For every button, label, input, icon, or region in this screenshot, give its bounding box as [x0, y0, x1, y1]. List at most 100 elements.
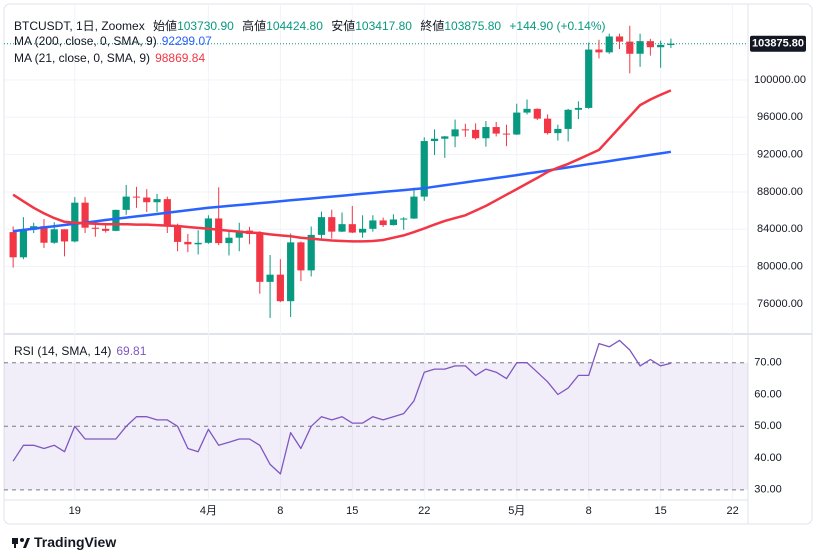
- candle-body: [389, 219, 398, 226]
- candle-body: [276, 274, 284, 302]
- candle-body: [492, 127, 500, 134]
- candle-body: [502, 133, 511, 135]
- candle-body: [574, 107, 583, 110]
- y-tick-label: 80000.00: [757, 261, 803, 273]
- header-row: BTCUSDT, 1日, Zoomex 始値103730.90 高値104424…: [14, 17, 611, 34]
- y-tick-label: 88000.00: [757, 186, 803, 198]
- candle-body: [225, 237, 233, 244]
- series-line: [12, 89, 672, 243]
- x-tick-label: 22: [726, 505, 738, 517]
- candle-body: [451, 129, 459, 137]
- candle-body: [184, 241, 192, 245]
- y-tick-label: 30.00: [754, 484, 782, 496]
- y-tick-label: 70.00: [754, 357, 782, 369]
- candle-body: [19, 229, 28, 258]
- legend-value: 69.81: [116, 344, 147, 358]
- x-tick-label: 15: [655, 505, 667, 517]
- x-tick-label: 19: [69, 505, 81, 517]
- candle-body: [307, 234, 315, 271]
- tv-logo: [12, 538, 30, 548]
- series-line: [12, 150, 672, 233]
- legend-name: RSI (14, SMA, 14): [14, 344, 112, 358]
- candle-body: [348, 224, 356, 233]
- x-tick-label: 22: [418, 505, 430, 517]
- candle-body: [400, 218, 408, 220]
- candle-body: [605, 36, 613, 53]
- candle-body: [595, 49, 603, 53]
- last-price-label: 103875.80: [752, 38, 804, 50]
- candle-body: [194, 242, 202, 245]
- x-tick-label: 5月: [508, 505, 525, 517]
- close-value: 103875.80: [444, 19, 502, 33]
- candle-body: [338, 224, 346, 232]
- candle-body: [615, 36, 624, 42]
- candle-body: [646, 41, 654, 48]
- y-tick-label: 60.00: [754, 388, 782, 400]
- low-label: 安値: [331, 19, 356, 33]
- candle-body: [523, 108, 531, 113]
- legend-row: MA (21, close, 0, SMA, 9) 98869.84: [14, 51, 210, 65]
- candle-body: [657, 44, 665, 48]
- candle-body: [40, 226, 48, 243]
- legend-name: MA (21, close, 0, SMA, 9): [14, 51, 151, 65]
- candle-body: [533, 108, 541, 119]
- x-tick-label: 15: [346, 505, 358, 517]
- legend-name: MA (200, close, 0, SMA, 9): [14, 34, 157, 48]
- high-value: 104424.80: [266, 19, 323, 33]
- candle-body: [410, 196, 418, 219]
- candle-body: [513, 112, 521, 135]
- last-price-tag: [750, 35, 806, 52]
- x-tick-label: 8: [277, 505, 283, 517]
- candle-body: [328, 217, 336, 232]
- candle-body: [543, 118, 552, 134]
- candle-body: [564, 109, 572, 129]
- y-tick-label: 84000.00: [757, 223, 803, 235]
- candle-body: [287, 242, 295, 302]
- y-tick-label: 92000.00: [757, 148, 803, 160]
- y-tick-label: 100000.00: [754, 74, 806, 86]
- candle-body: [554, 128, 562, 134]
- y-tick-label: 96000.00: [757, 111, 803, 123]
- candle-body: [132, 196, 141, 198]
- change: +144.90 (+0.14%): [509, 19, 606, 33]
- chart-frame: [3, 3, 813, 525]
- candle-body: [369, 220, 377, 229]
- candle-body: [461, 129, 469, 131]
- legend-row: MA (200, close, 0, SMA, 9) 92299.07: [14, 34, 217, 48]
- series-line: [12, 339, 672, 475]
- open-value: 103730.90: [177, 19, 234, 33]
- candle-body: [143, 197, 151, 203]
- candle-body: [235, 230, 243, 238]
- candle-body: [60, 229, 69, 242]
- candle-body: [317, 217, 326, 235]
- candle-body: [102, 228, 110, 231]
- legend-row: RSI (14, SMA, 14) 69.81: [14, 344, 151, 358]
- candle-body: [266, 274, 274, 282]
- candle-body: [636, 41, 644, 54]
- high-label: 高値: [242, 19, 267, 33]
- candle-body: [91, 227, 99, 229]
- candle-body: [441, 136, 449, 139]
- candle-body: [667, 43, 675, 46]
- y-tick-label: 50.00: [754, 420, 782, 432]
- candle-body: [430, 138, 439, 142]
- x-tick-label: 8: [586, 505, 592, 517]
- candle-body: [420, 141, 428, 197]
- legend-value: 92299.07: [161, 34, 212, 48]
- candle-body: [204, 218, 213, 243]
- candle-body: [112, 209, 120, 231]
- candle-body: [81, 202, 89, 228]
- y-tick-label: 76000.00: [757, 298, 803, 310]
- candle-body: [379, 220, 387, 226]
- candle-body: [9, 232, 17, 258]
- candle-body: [358, 228, 367, 233]
- x-tick-label: 4月: [200, 505, 217, 517]
- candle-body: [50, 229, 58, 243]
- low-value: 103417.80: [355, 19, 412, 33]
- candle-body: [153, 199, 161, 203]
- candle-body: [122, 196, 130, 210]
- brand: TradingView: [34, 534, 117, 550]
- legend-value: 98869.84: [155, 51, 206, 65]
